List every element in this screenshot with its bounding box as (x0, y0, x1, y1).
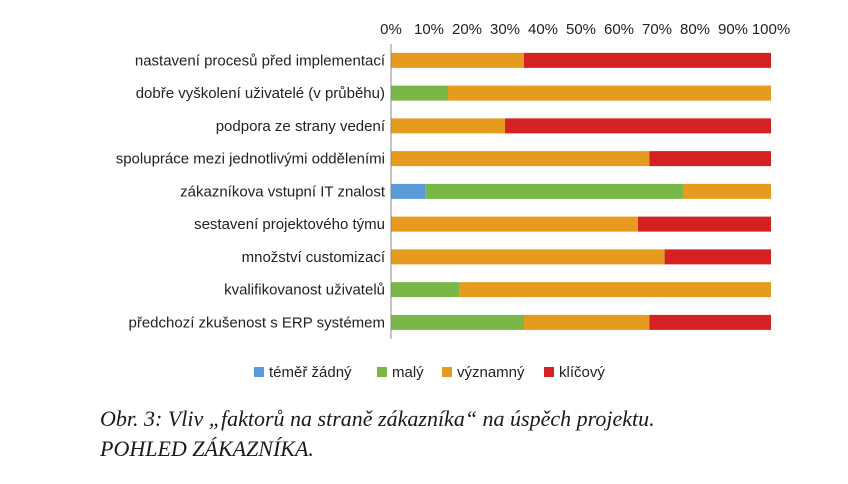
category-label: nastavení procesů před implementací (135, 52, 386, 69)
legend-label: téměř žádný (269, 364, 352, 381)
bar-segment (391, 314, 524, 330)
x-tick-label: 90% (718, 21, 748, 38)
bar-segment (391, 52, 524, 68)
x-tick-label: 10% (414, 21, 444, 38)
bar-segment (391, 282, 460, 298)
bar-segment (391, 151, 650, 167)
bar-segment (391, 85, 448, 101)
x-tick-label: 60% (604, 21, 634, 38)
bar-segment (649, 314, 771, 330)
figure-caption: Obr. 3: Vliv „faktorů na straně zákazník… (100, 404, 655, 464)
bar-segment (391, 216, 638, 232)
legend-label: významný (457, 364, 525, 381)
x-tick-label: 0% (380, 21, 402, 38)
category-label: dobře vyškolení uživatelé (v průběhu) (136, 85, 385, 102)
caption-line-1: Obr. 3: Vliv „faktorů na straně zákazník… (100, 406, 655, 431)
legend-swatch (254, 367, 264, 377)
legend-swatch (442, 367, 452, 377)
x-tick-label: 70% (642, 21, 672, 38)
category-label: sestavení projektového týmu (194, 216, 385, 233)
category-label: zákazníkova vstupní IT znalost (180, 183, 386, 200)
bar-segment (638, 216, 771, 232)
legend-swatch (544, 367, 554, 377)
bar-segment (524, 314, 650, 330)
legend-swatch (377, 367, 387, 377)
bar-segment (683, 183, 771, 199)
x-tick-label: 30% (490, 21, 520, 38)
bar-segment (425, 183, 684, 199)
category-label: kvalifikovanost uživatelů (224, 282, 385, 299)
bar-segment (524, 52, 771, 68)
bar-segment (391, 183, 426, 199)
legend-label: malý (392, 364, 424, 381)
category-label: předchozí zkušenost s ERP systémem (129, 314, 386, 331)
legend-label: klíčový (559, 364, 605, 381)
caption-line-2: POHLED ZÁKAZNÍKA. (100, 436, 314, 461)
bar-segment (505, 118, 771, 134)
x-tick-label: 20% (452, 21, 482, 38)
bar-segment (664, 249, 771, 265)
category-label: podpora ze strany vedení (216, 118, 386, 135)
bar-segment (391, 249, 665, 265)
category-label: spolupráce mezi jednotlivými odděleními (116, 151, 385, 168)
bar-segment (391, 118, 505, 134)
x-tick-label: 100% (752, 21, 790, 38)
x-tick-label: 80% (680, 21, 710, 38)
x-tick-label: 40% (528, 21, 558, 38)
bar-segment (459, 282, 771, 298)
category-label: množství customizací (242, 249, 386, 266)
bar-segment (448, 85, 771, 101)
x-tick-label: 50% (566, 21, 596, 38)
stacked-bar-chart: 0% 10% 20% 30% 40% 50% 60% 70% 80% 90% 100% nastave… (116, 21, 790, 381)
bar-segment (649, 151, 771, 167)
